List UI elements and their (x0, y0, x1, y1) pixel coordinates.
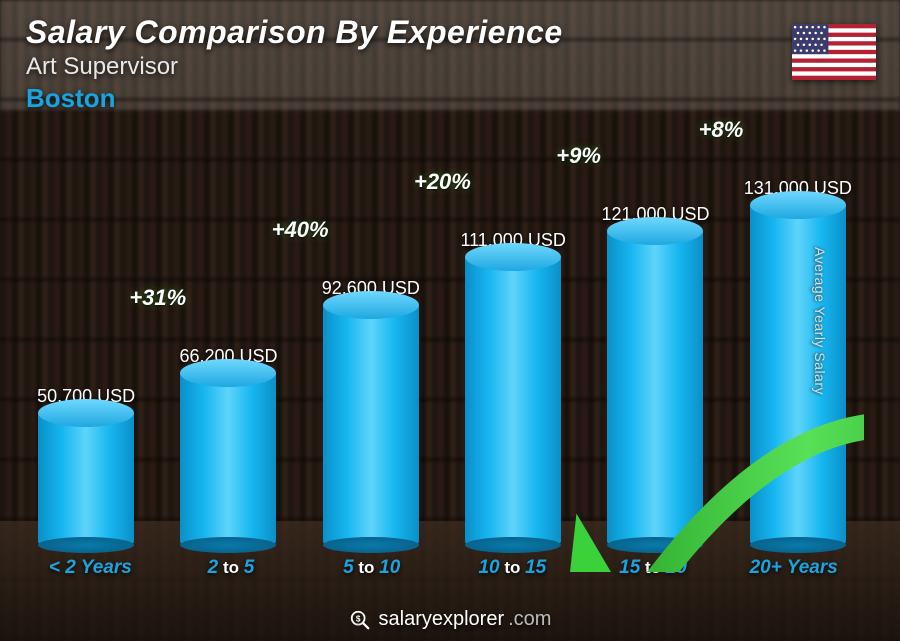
bar-front (323, 305, 419, 545)
bar-front (38, 413, 134, 545)
bar-top (180, 359, 276, 387)
bar-top (607, 217, 703, 245)
bar-top (750, 191, 846, 219)
x-axis: < 2 Years2 to 55 to 1010 to 1515 to 2020… (20, 557, 864, 579)
bars-container: 50,700 USD 66,200 USD 92,600 USD 111,000… (20, 150, 864, 545)
header: Salary Comparison By Experience Art Supe… (26, 14, 780, 114)
chart-area: 50,700 USD 66,200 USD 92,600 USD 111,000… (20, 150, 864, 571)
bar-bottom (323, 537, 419, 553)
bar-group: 121,000 USD (589, 204, 721, 545)
chart-subtitle: Art Supervisor (26, 53, 780, 81)
bar-group: 50,700 USD (20, 386, 152, 545)
bar-bottom (180, 537, 276, 553)
footer-brand: salaryexplorer (379, 608, 505, 631)
chart-title: Salary Comparison By Experience (26, 14, 780, 51)
bar-group: 66,200 USD (162, 346, 294, 545)
bar (323, 305, 419, 545)
bar-front (465, 257, 561, 545)
svg-text:$: $ (355, 614, 360, 623)
x-axis-label: < 2 Years (20, 557, 161, 579)
bar (38, 413, 134, 545)
bar (465, 257, 561, 545)
bar-bottom (38, 537, 134, 553)
bar-group: 131,000 USD (732, 178, 864, 545)
footer: $ salaryexplorer.com (0, 608, 900, 631)
y-axis-label: Average Yearly Salary (812, 247, 828, 395)
bar (180, 373, 276, 545)
footer-suffix: .com (508, 608, 551, 631)
x-axis-label: 5 to 10 (301, 557, 442, 579)
bar-bottom (607, 537, 703, 553)
x-axis-label: 15 to 20 (583, 557, 724, 579)
bar-front (180, 373, 276, 545)
bar-top (465, 243, 561, 271)
x-axis-label: 10 to 15 (442, 557, 583, 579)
bar-front (750, 205, 846, 545)
bar-top (323, 291, 419, 319)
bar-bottom (750, 537, 846, 553)
bar-group: 111,000 USD (447, 230, 579, 545)
bar-top (38, 399, 134, 427)
us-flag-icon (792, 24, 876, 80)
x-axis-label: 20+ Years (723, 557, 864, 579)
bar (607, 231, 703, 545)
bar (750, 205, 846, 545)
bar-bottom (465, 537, 561, 553)
bar-front (607, 231, 703, 545)
bar-group: 92,600 USD (305, 278, 437, 545)
x-axis-label: 2 to 5 (161, 557, 302, 579)
magnifier-dollar-icon: $ (349, 609, 371, 631)
chart-location: Boston (26, 83, 780, 114)
